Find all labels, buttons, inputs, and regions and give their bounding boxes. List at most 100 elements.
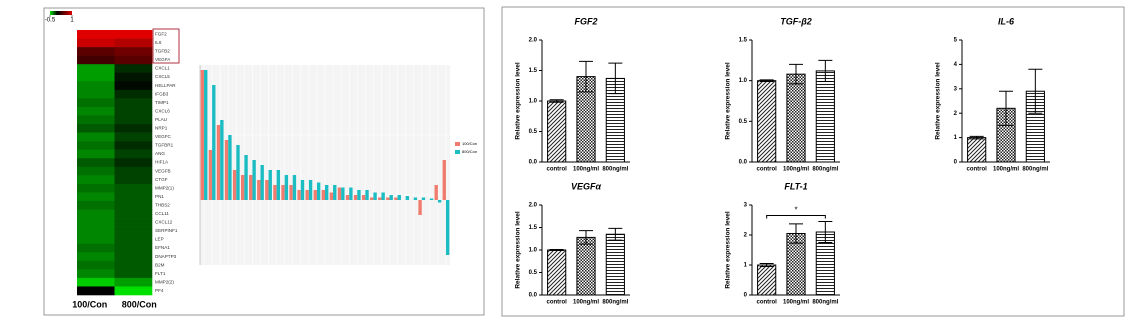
heat-cell [77,218,115,227]
row-label: B2M [155,262,165,267]
heat-cell [114,158,153,168]
row-label: CXCL6 [155,108,170,113]
x-tick-label: control [966,167,987,173]
row-label: NRP1 [155,126,168,131]
colorbar-label: 1 [70,18,74,24]
bar [208,150,213,200]
row-label: CXCL12 [155,220,173,225]
bar [333,185,337,200]
error-bar [789,223,803,244]
y-tick-label: 2 [744,233,748,239]
y-tick-label: 3 [954,86,958,92]
bar [815,70,835,163]
heat-cell [114,166,153,176]
row-label: CCL11 [155,211,169,216]
error-bar [969,135,984,140]
row-label: HIF1A [155,160,169,165]
bar [361,195,366,200]
heat-cell [114,192,153,202]
heat-cell [114,141,153,150]
bar [345,195,350,200]
y-tick-label: 1.5 [739,38,748,44]
y-axis-label: Relative expression level [725,211,732,289]
y-tick-label: 1 [954,135,958,141]
error-bar [1028,68,1043,114]
heat-cell [77,115,115,125]
row-label: FLT1 [155,271,166,276]
y-tick-label: 2 [954,111,958,117]
bar [349,187,353,200]
heat-cell [114,260,153,270]
chart-title: VEGFα [571,181,602,191]
bar [547,100,567,163]
error-bar [579,230,593,245]
row-label: SERPINF1 [155,228,178,233]
heat-cell [77,243,115,253]
error-bar [759,263,774,267]
heat-cell [77,209,115,219]
right-panel [501,6,1125,317]
heat-cell [114,226,153,236]
heat-cell [114,47,153,56]
heat-cell [77,149,115,159]
error-bar [549,99,564,103]
row-label: CXCL5 [155,74,170,79]
bar [265,180,269,200]
bar [257,180,261,200]
heat-cell [77,124,115,133]
bar [329,192,334,200]
bar [252,160,256,200]
heat-cell [77,47,115,56]
error-bar [608,227,623,241]
row-label: IFGB3 [155,91,169,96]
bar [389,195,393,200]
bar [576,236,596,296]
row-label: VEGFB [155,168,171,173]
bar [442,160,446,200]
bar [394,197,398,200]
significance-bracket [766,215,826,219]
row-label: EFNA1 [155,245,170,250]
row-label: TGFBR1 [155,143,174,148]
x-tick-label: control [546,300,567,306]
chart-title: FLT-1 [784,181,807,191]
y-tick-label: 0.5 [739,119,748,125]
heat-cell [77,175,115,185]
y-tick-label: 0.0 [739,160,748,166]
legend-swatch [455,150,460,154]
bar [236,145,240,200]
bar [381,192,385,200]
bar [300,180,305,200]
heat-cell [77,235,115,245]
heat-cell [77,183,115,193]
y-tick-label: 1.0 [529,248,538,254]
legend-swatch [455,142,460,146]
bar [268,170,272,200]
y-tick-label: 0.5 [529,270,538,276]
x-tick-label: 100ng/ml [783,300,809,306]
row-label: LEP [155,237,164,242]
heat-cell [77,252,115,262]
bar [757,80,777,163]
y-axis-label: Relative expression level [515,211,522,289]
y-tick-label: 1.0 [529,99,538,105]
heat-cell [77,260,115,270]
bar [232,170,237,200]
heat-cell [114,55,153,65]
heat-cell [114,72,153,82]
heat-cell [77,30,115,39]
row-label: IL6 [155,40,162,45]
row-label: PF4 [155,288,164,293]
bar [378,197,382,200]
error-bar [759,79,774,82]
legend-label: 100/Con [462,141,477,146]
highlight-box [152,28,180,64]
heat-cell [77,106,115,116]
x-tick-label: 800ng/ml [812,167,838,173]
bar [313,190,317,200]
heat-cell [114,183,153,193]
chart-title: IL-6 [998,16,1015,26]
row-label: DNAPTP3 [155,254,177,259]
bar [200,70,205,200]
